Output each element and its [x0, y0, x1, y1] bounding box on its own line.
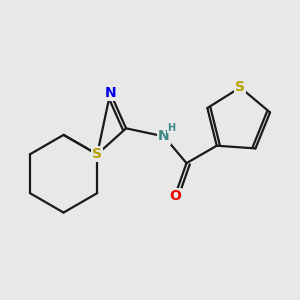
Text: S: S — [92, 147, 102, 161]
Text: S: S — [235, 80, 245, 94]
Text: O: O — [169, 189, 181, 203]
Text: N: N — [158, 129, 170, 143]
Text: N: N — [104, 86, 116, 100]
Text: H: H — [167, 123, 175, 133]
